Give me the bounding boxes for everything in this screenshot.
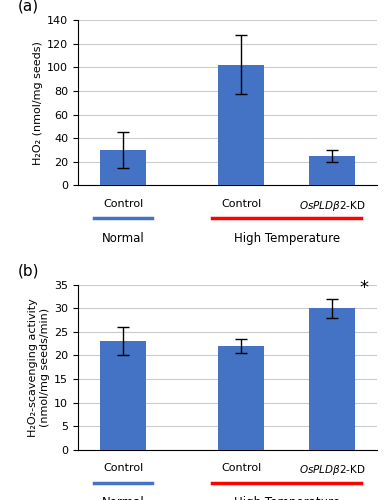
- Text: Normal: Normal: [102, 496, 145, 500]
- Text: *: *: [359, 279, 368, 297]
- Text: High Temperature: High Temperature: [233, 496, 340, 500]
- Bar: [219, 65, 264, 186]
- Text: Control: Control: [221, 463, 261, 473]
- Text: (b): (b): [18, 263, 39, 278]
- Text: Control: Control: [103, 463, 143, 473]
- Text: $\it{OsPLD\beta2}$-KD: $\it{OsPLD\beta2}$-KD: [299, 198, 365, 212]
- Y-axis label: H₂O₂ (nmol/mg seeds): H₂O₂ (nmol/mg seeds): [33, 41, 43, 164]
- Text: Normal: Normal: [102, 232, 145, 244]
- Bar: [100, 150, 146, 186]
- Bar: [309, 308, 355, 450]
- Text: $\it{OsPLD\beta2}$-KD: $\it{OsPLD\beta2}$-KD: [299, 463, 365, 477]
- Text: High Temperature: High Temperature: [233, 232, 340, 244]
- Text: Control: Control: [221, 198, 261, 208]
- Text: (a): (a): [18, 0, 39, 14]
- Bar: [100, 342, 146, 450]
- Bar: [219, 346, 264, 450]
- Text: Control: Control: [103, 198, 143, 208]
- Y-axis label: H₂O₂-scavenging activity
(nmol/mg seeds/min): H₂O₂-scavenging activity (nmol/mg seeds/…: [28, 298, 50, 436]
- Bar: [309, 156, 355, 186]
